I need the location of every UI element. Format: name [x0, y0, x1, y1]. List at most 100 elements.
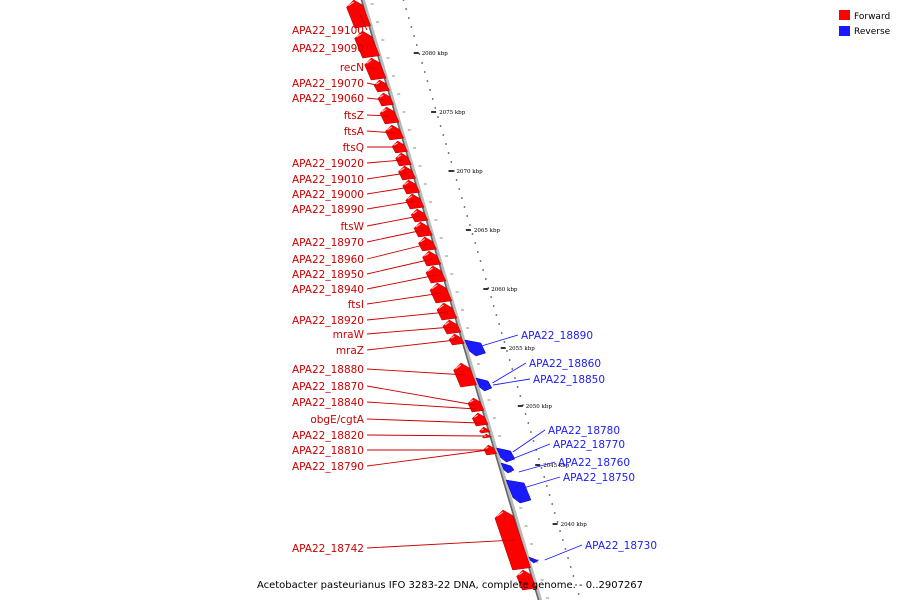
track-dot [561, 539, 564, 541]
axis-marks: 2080 kbp 2075 kbp 2070 kbp 2065 kbp 2060 kbp… [413, 51, 587, 528]
gene-label-apa22-18990: APA22_18990 [292, 204, 364, 216]
gene-label-apa22-18920: APA22_18920 [292, 315, 364, 327]
kbp-tick-label: 2045 kbp [543, 463, 570, 469]
forward-feature-highlight [393, 142, 398, 146]
forward-feature-highlight [484, 435, 487, 438]
track-dot [530, 431, 532, 433]
forward-feature [379, 106, 400, 125]
track-dot [402, 0, 405, 1]
gene-label-apa22-18860: APA22_18860 [529, 358, 601, 370]
forward-feature-highlight [348, 1, 355, 7]
track-dot [524, 413, 527, 415]
forward-feature-highlight [473, 414, 479, 418]
gene-label-ftsz: ftsZ [344, 110, 364, 122]
reverse-feature [505, 479, 532, 504]
gene-label-apa22-18940: APA22_18940 [292, 284, 364, 296]
track-dot [421, 62, 423, 64]
leader-line [366, 97, 386, 101]
track-dot [455, 179, 458, 181]
track-dot [466, 215, 469, 217]
leader-line [366, 200, 415, 210]
kbp-tick-label: 2065 kbp [474, 228, 501, 234]
genome-caption: Acetobacter pasteurianus IFO 3283-22 DNA… [257, 580, 643, 591]
track-dot [426, 80, 429, 82]
track-dot [532, 440, 535, 442]
track-dot [527, 422, 530, 424]
kbp-tick-label: 2050 kbp [526, 404, 553, 410]
reverse-feature [464, 339, 486, 357]
track-dot [450, 161, 453, 163]
forward-feature-highlight [469, 399, 474, 403]
leader-line [366, 243, 428, 260]
track-dot [577, 593, 580, 595]
forward-feature-highlight [496, 511, 504, 517]
track-dot [439, 125, 442, 127]
leader-line [366, 449, 489, 467]
forward-feature-highlight [407, 195, 413, 200]
track-dot [492, 305, 495, 307]
forward-feature-highlight [404, 181, 409, 186]
leader-line [481, 334, 519, 347]
leader-line [523, 476, 561, 489]
leader-line [366, 66, 376, 70]
track-dot [514, 377, 516, 379]
track-dot [553, 512, 556, 514]
leader-line [366, 186, 411, 195]
forward-feature-highlight [375, 81, 380, 85]
track-dot [559, 530, 561, 532]
gene-label-apa22-18880: APA22_18880 [292, 364, 364, 376]
track-dot [498, 323, 500, 325]
gene-label-mraw: mraW [333, 329, 365, 341]
forward-feature-highlight [481, 428, 484, 431]
leader-line [366, 292, 442, 305]
track-dot [551, 503, 554, 505]
gene-label-apa22-18870: APA22_18870 [292, 381, 364, 393]
forward-feature-highlight [356, 32, 363, 38]
forward-feature-highlight [366, 59, 372, 64]
gene-label-obge-cgta: obgE/cgtA [310, 414, 364, 426]
gene-labels: APA22_19100 APA22_19090 recN APA22_19070 APA… [292, 25, 657, 555]
legend-forward-label: Forward [854, 12, 890, 22]
track-dot [482, 269, 484, 271]
leader-line [366, 385, 475, 406]
track-dot [447, 152, 450, 154]
leader-line [366, 368, 467, 376]
track-dot [543, 476, 546, 478]
gene-label-mraz: mraZ [336, 345, 364, 357]
track-dot [511, 368, 514, 370]
forward-feature-highlight [379, 94, 384, 98]
track-dot [548, 494, 551, 496]
track-dot [471, 233, 474, 235]
gene-label-recn: recN [340, 62, 364, 74]
reverse-feature [528, 556, 540, 564]
leader-lines [359, 13, 583, 561]
leader-line [366, 43, 369, 49]
leader-line [366, 401, 477, 410]
leader-line [359, 13, 368, 31]
track-dot [434, 107, 437, 109]
forward-feature-highlight [424, 252, 430, 257]
gene-label-apa22-18960: APA22_18960 [292, 254, 364, 266]
track-dot [469, 224, 471, 226]
track-dot [572, 575, 575, 577]
feature-blocks [346, 0, 540, 591]
track-dot [564, 548, 567, 550]
leader-line [366, 114, 390, 117]
forward-feature-highlight [400, 167, 405, 172]
gene-label-apa22-18890: APA22_18890 [521, 330, 593, 342]
forward-feature [516, 569, 537, 591]
forward-feature [479, 426, 491, 434]
gene-label-apa22-18730: APA22_18730 [585, 540, 657, 552]
track-dot [405, 8, 407, 10]
leader-line [492, 362, 527, 384]
legend-reverse-swatch [839, 26, 850, 36]
leader-line [366, 172, 407, 180]
track-dot [437, 116, 439, 118]
leader-line [366, 258, 433, 275]
forward-feature-highlight [387, 126, 393, 131]
leader-line [366, 311, 448, 321]
leader-line [366, 82, 381, 87]
track-dot [407, 17, 410, 19]
leader-line [366, 215, 420, 227]
